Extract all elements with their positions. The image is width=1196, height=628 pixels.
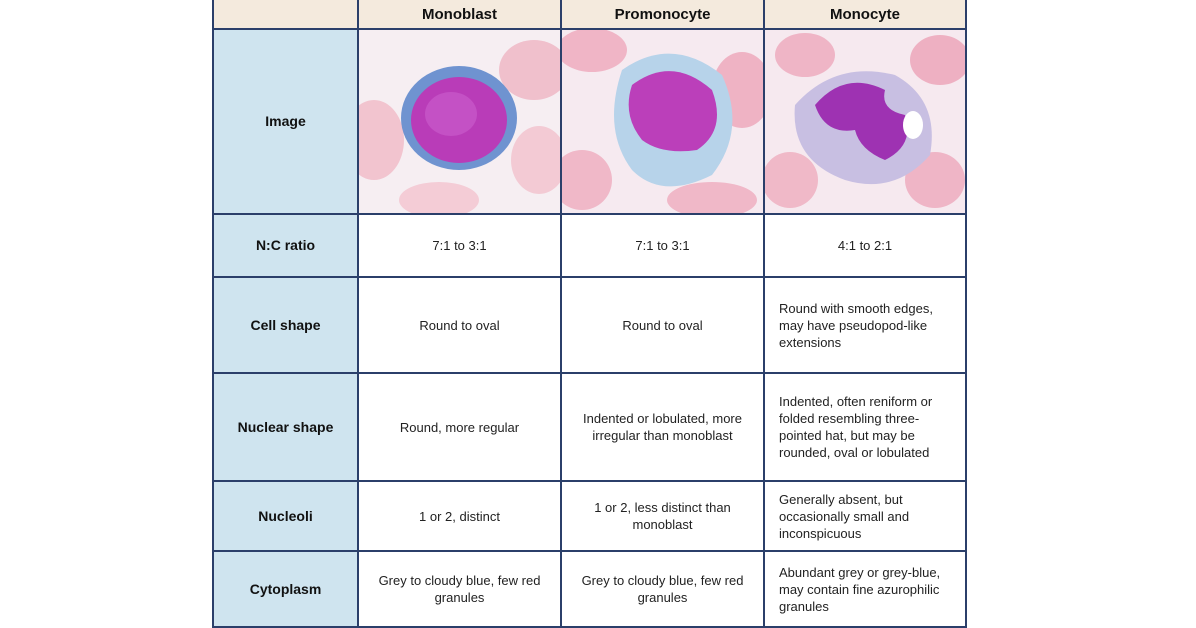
cell-image	[359, 30, 560, 213]
cell-text: 4:1 to 2:1	[765, 215, 965, 276]
cell-text: Round to oval	[359, 278, 560, 372]
cell-text: Round with smooth edges, may have pseudo…	[765, 278, 965, 372]
row-label: Image	[214, 30, 357, 213]
row-label: Cytoplasm	[214, 552, 357, 626]
promonocyte-image	[562, 30, 763, 213]
cell-text: Indented or lobulated, more irregular th…	[562, 374, 763, 480]
row-label: Cell shape	[214, 278, 357, 372]
cell-text: 7:1 to 3:1	[562, 215, 763, 276]
cell-text: Abundant grey or grey-blue, may contain …	[765, 552, 965, 626]
cell-text: Indented, often reniform or folded resem…	[765, 374, 965, 480]
cell-text: Grey to cloudy blue, few red granules	[562, 552, 763, 626]
cell-text: Generally absent, but occasionally small…	[765, 482, 965, 550]
cell-text: Round, more regular	[359, 374, 560, 480]
cell-image	[562, 30, 763, 213]
row-label: Nucleoli	[214, 482, 357, 550]
column-header: Monocyte	[765, 0, 965, 28]
cell-image	[765, 30, 965, 213]
column-header: Monoblast	[359, 0, 560, 28]
row-label: N:C ratio	[214, 215, 357, 276]
cell-text: Grey to cloudy blue, few red granules	[359, 552, 560, 626]
row-label: Nuclear shape	[214, 374, 357, 480]
cell-text: 1 or 2, distinct	[359, 482, 560, 550]
monocyte-image	[765, 30, 965, 213]
cell-text: 1 or 2, less distinct than monoblast	[562, 482, 763, 550]
monoblast-image	[359, 30, 560, 213]
cell-text: 7:1 to 3:1	[359, 215, 560, 276]
column-header: Promonocyte	[562, 0, 763, 28]
header-corner	[214, 0, 357, 28]
cell-text: Round to oval	[562, 278, 763, 372]
comparison-table: Monoblast Promonocyte Monocyte Image	[212, 0, 967, 628]
